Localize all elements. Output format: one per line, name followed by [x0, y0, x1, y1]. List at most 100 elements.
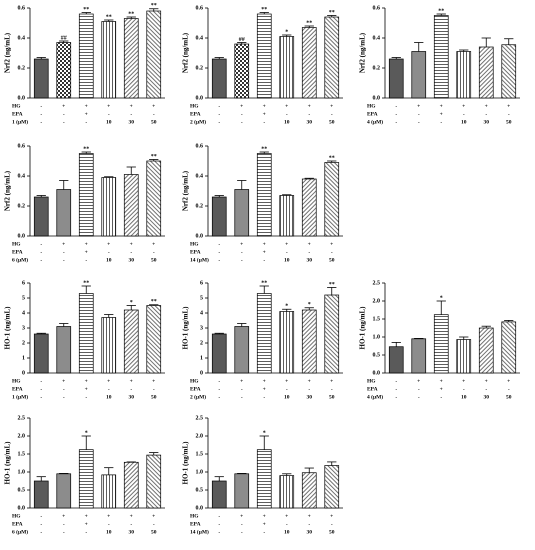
- treatment-label: EPA: [190, 521, 201, 527]
- treatment-cell: -: [40, 119, 42, 125]
- bar: [33, 58, 49, 99]
- treatment-cell: -: [286, 386, 288, 392]
- y-tick-label: 2.5: [373, 280, 381, 286]
- treatment-label: 1 (μM): [12, 393, 28, 400]
- treatment-cell: -: [218, 386, 220, 392]
- treatment-cell: -: [218, 521, 220, 527]
- treatment-cell: +: [240, 241, 243, 247]
- treatment-cell: +: [263, 386, 266, 392]
- treatment-cell: 10: [106, 394, 112, 400]
- bar: [33, 196, 49, 237]
- significance-mark: **: [106, 14, 112, 20]
- y-tick-label: 0.0: [18, 233, 26, 239]
- treatment-cell: +: [107, 241, 110, 247]
- treatment-cell: -: [85, 119, 87, 125]
- y-tick-label: 0.4: [18, 173, 26, 179]
- treatment-cell: +: [308, 378, 311, 384]
- treatment-cell: -: [153, 111, 155, 117]
- treatment-cell: 30: [129, 257, 135, 263]
- treatment-cell: -: [85, 257, 87, 263]
- significance-mark: **: [128, 11, 134, 17]
- bar: [56, 473, 72, 509]
- bar: [56, 189, 72, 237]
- y-tick-label: 0.6: [18, 5, 26, 11]
- treatment-cell: -: [286, 249, 288, 255]
- significance-mark: **: [83, 280, 89, 286]
- treatment-label: EPA: [12, 249, 23, 255]
- treatment-cell: 10: [284, 119, 290, 125]
- treatment-cell: -: [241, 249, 243, 255]
- significance-mark: **: [306, 20, 312, 26]
- treatment-cell: -: [218, 119, 220, 125]
- bar: [478, 46, 494, 99]
- treatment-cell: -: [418, 119, 420, 125]
- treatment-cell: -: [40, 386, 42, 392]
- bar: [146, 10, 162, 99]
- y-axis-label: Nrf2 (ng/mL): [4, 32, 12, 73]
- treatment-label: EPA: [190, 111, 201, 117]
- treatment-cell: 30: [307, 394, 313, 400]
- treatment-cell: 30: [307, 529, 313, 535]
- y-tick-label: 0.4: [196, 173, 204, 179]
- treatment-cell: -: [40, 521, 42, 527]
- y-tick-label: 0.0: [373, 370, 381, 376]
- y-tick-label: 0.5: [196, 487, 204, 493]
- treatment-cell: +: [62, 378, 65, 384]
- bar: [101, 317, 117, 374]
- treatment-cell: +: [85, 521, 88, 527]
- y-tick-label: 0.0: [373, 95, 381, 101]
- treatment-cell: -: [218, 378, 220, 384]
- treatment-cell: -: [485, 111, 487, 117]
- treatment-cell: -: [218, 111, 220, 117]
- treatment-cell: -: [241, 119, 243, 125]
- treatment-cell: -: [218, 249, 220, 255]
- treatment-cell: -: [263, 529, 265, 535]
- bar: [211, 480, 227, 509]
- treatment-cell: +: [85, 378, 88, 384]
- bar: [301, 472, 317, 509]
- treatment-cell: -: [308, 386, 310, 392]
- treatment-cell: -: [241, 394, 243, 400]
- y-tick-label: 0.4: [18, 35, 26, 41]
- treatment-cell: -: [241, 386, 243, 392]
- treatment-cell: 30: [484, 394, 490, 400]
- bar: [146, 160, 162, 237]
- y-tick-label: 0.4: [196, 35, 204, 41]
- y-tick-label: 1.0: [373, 334, 381, 340]
- treatment-cell: +: [62, 103, 65, 109]
- bar: [279, 36, 295, 99]
- treatment-cell: -: [263, 257, 265, 263]
- treatment-cell: -: [395, 111, 397, 117]
- bar: [234, 189, 250, 237]
- bar: [123, 18, 139, 99]
- treatment-cell: +: [107, 378, 110, 384]
- treatment-cell: +: [152, 378, 155, 384]
- treatment-cell: -: [395, 394, 397, 400]
- treatment-label: EPA: [12, 111, 23, 117]
- treatment-cell: +: [462, 378, 465, 384]
- treatment-cell: +: [107, 513, 110, 519]
- treatment-cell: -: [218, 257, 220, 263]
- y-tick-label: 0.6: [373, 5, 381, 11]
- treatment-cell: -: [331, 521, 333, 527]
- treatment-label: 14 (μM): [190, 528, 209, 535]
- y-tick-label: 1.0: [18, 469, 26, 475]
- bar: [301, 309, 317, 374]
- treatment-cell: +: [62, 241, 65, 247]
- y-tick-label: 0.2: [18, 65, 26, 71]
- y-tick-label: 0: [22, 370, 25, 376]
- treatment-cell: -: [463, 386, 465, 392]
- y-tick-label: 2: [22, 340, 25, 346]
- y-axis-label: HO-1 (ng/mL): [4, 441, 12, 485]
- y-tick-label: 0: [200, 370, 203, 376]
- treatment-cell: -: [395, 103, 397, 109]
- treatment-cell: -: [153, 249, 155, 255]
- treatment-cell: -: [241, 521, 243, 527]
- bar: [101, 177, 117, 237]
- treatment-cell: +: [330, 241, 333, 247]
- treatment-cell: +: [152, 241, 155, 247]
- treatment-cell: -: [308, 249, 310, 255]
- y-axis-label: HO-1 (ng/mL): [4, 306, 12, 350]
- significance-mark: **: [261, 280, 267, 286]
